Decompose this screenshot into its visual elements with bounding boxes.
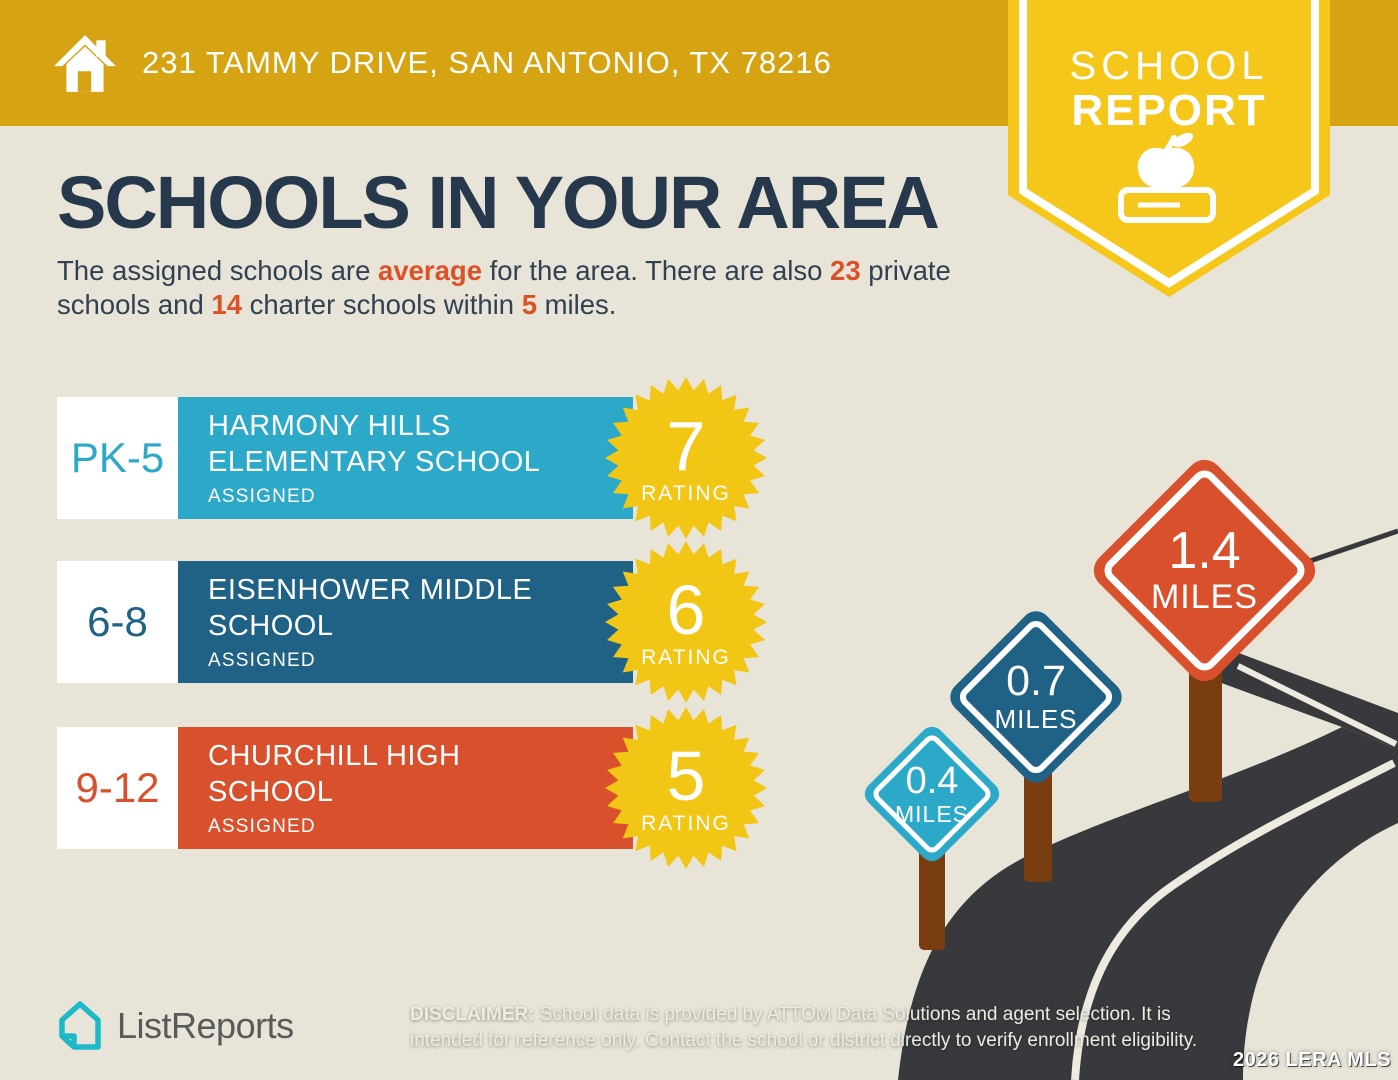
rating-label: RATING — [641, 481, 731, 505]
summary-seg: charter schools within — [242, 288, 522, 320]
distance-sign-middle: 0.7 MILES — [944, 605, 1128, 882]
grade-range: PK-5 — [70, 434, 165, 481]
pennant-inner-border — [1019, 0, 1319, 288]
starburst-shape — [605, 707, 767, 869]
school-row-high: 9-12 CHURCHILL HIGH SCHOOL ASSIGNED 5 RA… — [57, 707, 817, 869]
distance-label: 1.4 MILES — [1150, 522, 1259, 616]
rating-badge: 6 RATING — [604, 540, 768, 704]
school-name: CHURCHILL HIGH SCHOOL — [208, 740, 461, 808]
summary-seg: miles. — [537, 288, 617, 320]
listreports-wordmark: ListReports — [117, 1005, 294, 1046]
disclaimer-body: School data is provided by ATTOM Data So… — [410, 1004, 1198, 1051]
starburst-shape — [605, 541, 767, 703]
grade-range-box: PK-5 — [57, 397, 178, 519]
summary-seg: The assigned schools are — [57, 255, 379, 286]
summary-seg: for the area. There are also — [482, 255, 831, 286]
summary-text: The assigned schools are average for the… — [57, 254, 1002, 322]
rating-label: RATING — [641, 645, 731, 669]
rating-value: 6 — [666, 570, 706, 649]
summary-private-count: 23 — [830, 255, 861, 286]
rating-label: RATING — [641, 811, 731, 835]
school-bar: EISENHOWER MIDDLE SCHOOL ASSIGNED — [178, 561, 633, 683]
header-bar: 231 TAMMY DRIVE, SAN ANTONIO, TX 78216 — [0, 0, 1398, 126]
grade-range: 6-8 — [87, 598, 148, 645]
summary-seg: private schools and — [57, 255, 951, 320]
home-icon — [54, 35, 116, 92]
school-row-elementary: PK-5 HARMONY HILLS ELEMENTARY SCHOOL ASS… — [57, 377, 817, 539]
house-door — [77, 71, 92, 92]
distance-label: 0.4 MILES — [894, 759, 970, 827]
listreports-logo: ListReports — [57, 1000, 294, 1052]
summary-charter-count: 14 — [211, 288, 242, 320]
assigned-label: ASSIGNED — [208, 816, 316, 837]
rating-badge: 5 RATING — [604, 706, 768, 870]
summary-highlight-average: average — [378, 255, 483, 286]
disclaimer-text: DISCLAIMER: School data is provided by A… — [410, 1002, 1240, 1053]
summary-radius-miles: 5 — [521, 288, 537, 320]
rating-badge: 7 RATING — [604, 376, 768, 540]
road-centerline-near — [1071, 759, 1396, 1080]
school-bar: HARMONY HILLS ELEMENTARY SCHOOL ASSIGNED — [178, 397, 633, 519]
school-row-middle: 6-8 EISENHOWER MIDDLE SCHOOL ASSIGNED 6 … — [57, 541, 817, 703]
distance-sign-high: 1.4 MILES — [1086, 452, 1323, 802]
rating-value: 7 — [666, 406, 706, 485]
disclaimer-label: DISCLAIMER: — [410, 1004, 535, 1025]
school-name: HARMONY HILLS ELEMENTARY SCHOOL — [208, 410, 541, 478]
road-centerline-far — [1236, 663, 1398, 747]
road-distant-line — [1309, 528, 1398, 564]
assigned-label: ASSIGNED — [208, 486, 316, 507]
school-report-badge: SCHOOL REPORT — [1008, 0, 1330, 302]
property-address: 231 TAMMY DRIVE, SAN ANTONIO, TX 78216 — [142, 45, 832, 80]
apple-on-book-icon — [1118, 132, 1216, 223]
grade-range-box: 6-8 — [57, 561, 178, 683]
mls-watermark: 2026 LERA MLS — [1232, 1049, 1391, 1071]
school-name: EISENHOWER MIDDLE SCHOOL — [208, 574, 533, 642]
assigned-label: ASSIGNED — [208, 650, 316, 671]
distance-label: 0.7 MILES — [994, 657, 1078, 735]
school-bar: CHURCHILL HIGH SCHOOL ASSIGNED — [178, 727, 633, 849]
grade-range-box: 9-12 — [57, 727, 178, 849]
listreports-house-icon — [59, 1001, 101, 1050]
badge-title-line2: REPORT — [1071, 86, 1267, 135]
badge-title-line1: SCHOOL — [1069, 44, 1269, 88]
grade-range: 9-12 — [75, 764, 160, 811]
page-title: SCHOOLS IN YOUR AREA — [57, 161, 940, 244]
distance-sign-elementary: 0.4 MILES — [859, 721, 1005, 950]
starburst-shape — [605, 377, 767, 539]
rating-value: 5 — [666, 736, 706, 815]
